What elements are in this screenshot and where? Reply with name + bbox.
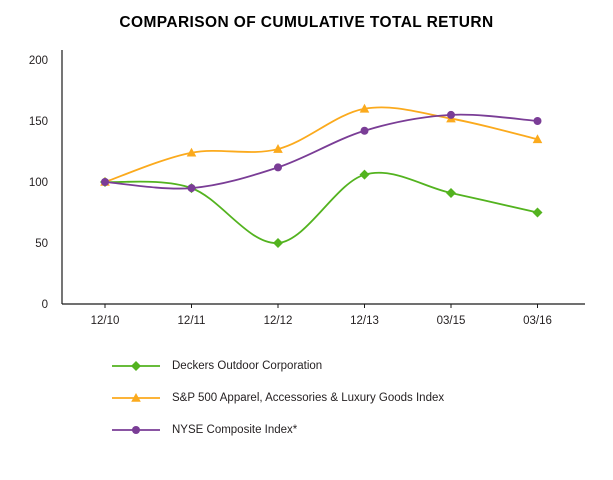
svg-text:0: 0 — [42, 299, 48, 311]
axis-lines — [61, 50, 585, 305]
chart-title: COMPARISON OF CUMULATIVE TOTAL RETURN — [119, 14, 494, 31]
legend-item-deckers: Deckers Outdoor Corporation — [112, 359, 613, 373]
y-axis-labels: 0 50 100 150 200 — [29, 55, 48, 311]
svg-text:100: 100 — [29, 177, 48, 189]
svg-text:12/12: 12/12 — [264, 315, 293, 327]
series-line-0 — [100, 169, 543, 248]
legend-marker-nyse-icon — [112, 426, 160, 434]
legend-marker-deckers-icon — [112, 361, 160, 371]
svg-text:12/11: 12/11 — [178, 315, 206, 327]
line-chart-plot: 0 50 100 150 200 12/10 12/11 12/12 12/13 03/15 03/… — [29, 50, 585, 327]
svg-text:150: 150 — [29, 116, 48, 128]
svg-text:50: 50 — [35, 238, 48, 250]
legend-item-sp500: S&P 500 Apparel, Accessories & Luxury Go… — [112, 391, 613, 405]
svg-text:200: 200 — [29, 55, 48, 67]
legend-label-nyse: NYSE Composite Index* — [172, 424, 298, 436]
legend-label-sp500: S&P 500 Apparel, Accessories & Luxury Go… — [172, 392, 445, 404]
svg-text:12/13: 12/13 — [350, 315, 379, 327]
svg-text:03/16: 03/16 — [523, 315, 552, 327]
x-axis-labels: 12/10 12/11 12/12 12/13 03/15 03/16 — [91, 315, 552, 327]
legend-label-deckers: Deckers Outdoor Corporation — [172, 360, 323, 372]
x-axis-ticks — [104, 304, 538, 308]
svg-text:12/10: 12/10 — [91, 315, 120, 327]
series-line-2 — [101, 110, 542, 193]
svg-text:03/15: 03/15 — [437, 315, 466, 327]
chart-legend: Deckers Outdoor Corporation S&P 500 Appa… — [112, 359, 613, 437]
series-line-1 — [100, 103, 543, 186]
legend-item-nyse: NYSE Composite Index* — [112, 423, 613, 437]
legend-marker-sp500-icon — [112, 393, 160, 402]
